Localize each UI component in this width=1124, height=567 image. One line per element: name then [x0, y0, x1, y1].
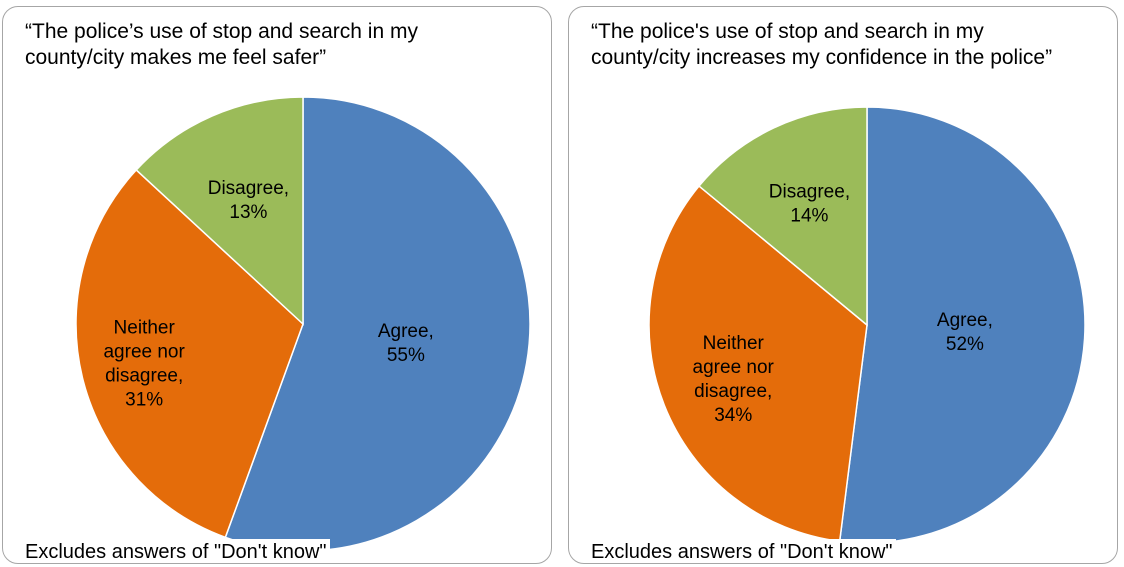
chart-title: “The police’s use of stop and search in …	[25, 20, 418, 69]
pie-chart: Agree, 55% Neither agree nor disagree, 31% Dis…	[75, 96, 531, 552]
slice-label-disagree: Disagree, 13%	[208, 178, 289, 223]
pie-chart: Agree, 52% Neither agree nor disagree, 34% Dis…	[648, 106, 1086, 544]
chart-note: Excludes answers of "Don't know"	[25, 539, 331, 563]
chart-panel-confidence: “The police's use of stop and search in …	[568, 6, 1118, 564]
pie-slice-agree	[838, 106, 1086, 544]
pie-slice-agree	[224, 96, 531, 552]
pie-slice-disagree	[697, 106, 868, 327]
chart-title: “The police's use of stop and search in …	[591, 20, 1053, 69]
pie-slice-neither	[75, 168, 304, 539]
slice-label-agree: Agree, 52%	[937, 310, 993, 355]
slice-label-neither: Neither agree nor disagree, 31%	[103, 318, 185, 411]
slice-label-disagree: Disagree, 14%	[769, 182, 850, 227]
slice-label-agree: Agree, 55%	[378, 321, 434, 366]
pie-slice-neither	[648, 184, 868, 543]
chart-panel-safer: “The police’s use of stop and search in …	[2, 6, 552, 564]
pie-slice-disagree	[135, 96, 304, 326]
chart-note: Excludes answers of "Don't know"	[591, 539, 897, 563]
slice-label-neither: Neither agree nor disagree, 34%	[693, 333, 775, 426]
